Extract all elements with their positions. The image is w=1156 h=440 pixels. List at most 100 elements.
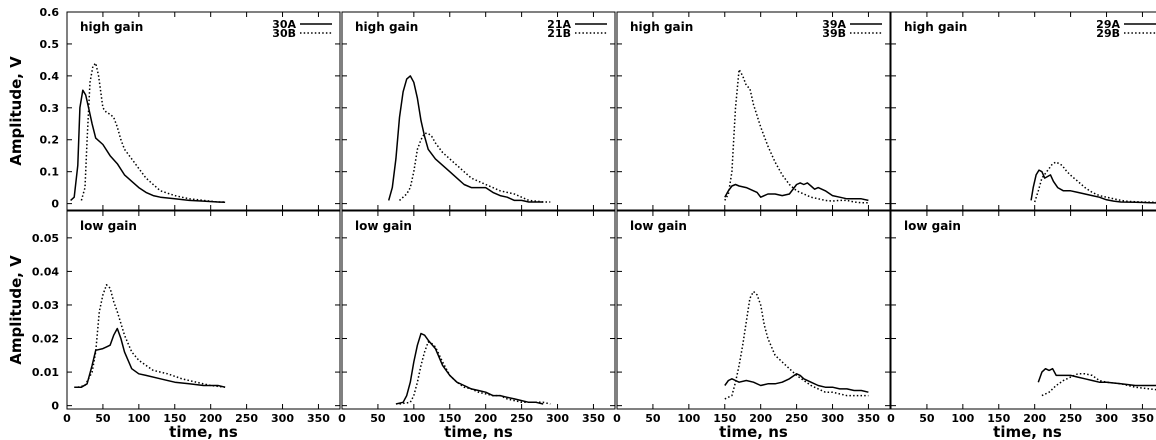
x-tick-label: 150 (163, 412, 186, 425)
panel-low-30A: low gain 0 50 100 150 200 250 300 350 time, ns (63, 210, 341, 440)
series-line-21B (399, 132, 551, 203)
series-line-39B (724, 290, 869, 400)
series-line-21A (395, 332, 544, 405)
x-tick-label: 100 (677, 412, 700, 425)
y-axis-title-high: Amplitude, V (7, 56, 25, 166)
x-axis-title: time, ns (169, 423, 238, 440)
x-axis-title: time, ns (719, 423, 788, 440)
panel-label: high gain (80, 20, 143, 34)
legend-label-39A: 39A (822, 18, 846, 31)
x-tick-label: 0 (63, 412, 71, 425)
x-tick-label: 200 (199, 412, 222, 425)
x-tick-label: 250 (1059, 412, 1082, 425)
x-tick-label: 250 (235, 412, 258, 425)
x-tick-label: 300 (1095, 412, 1118, 425)
legend-label-21A: 21A (547, 18, 571, 31)
series-line-39A (724, 373, 869, 393)
x-tick-label: 150 (713, 412, 736, 425)
series-line-21A (387, 75, 544, 203)
legend-label-39B: 39B (822, 27, 846, 40)
legend-label-30A: 30A (272, 18, 296, 31)
panel-frame (890, 210, 1156, 410)
panel-frame (341, 11, 616, 211)
series-line-39B (724, 68, 869, 204)
x-tick-label: 50 (645, 412, 661, 425)
series-line-30A (74, 327, 226, 388)
y-tick-label: 0.01 (32, 366, 59, 379)
x-tick-label: 300 (546, 412, 569, 425)
y-tick-label: 0.6 (40, 6, 60, 19)
x-tick-label: 0 (887, 412, 895, 425)
y-tick-label: 0.02 (32, 333, 59, 346)
x-tick-label: 50 (919, 412, 935, 425)
x-tick-label: 0 (613, 412, 621, 425)
x-tick-label: 50 (95, 412, 111, 425)
x-tick-label: 100 (951, 412, 974, 425)
y-tick-label: 0.05 (32, 232, 59, 245)
series-line-30A (70, 89, 226, 204)
panel-frame (341, 210, 616, 410)
x-tick-label: 300 (821, 412, 844, 425)
x-tick-label: 350 (307, 412, 330, 425)
series-line-30B (77, 284, 226, 388)
y-tick-label: 0.5 (40, 38, 60, 51)
y-tick-label: 0.2 (40, 134, 60, 147)
x-tick-label: 350 (1131, 412, 1154, 425)
series-line-29B (1041, 373, 1156, 397)
x-tick-label: 200 (474, 412, 497, 425)
legend-label-30B: 30B (272, 27, 296, 40)
x-tick-label: 350 (857, 412, 880, 425)
x-tick-label: 150 (438, 412, 461, 425)
x-tick-label: 250 (785, 412, 808, 425)
panel-label: low gain (80, 219, 137, 233)
series-line-30B (80, 62, 226, 203)
series-line-39A (724, 182, 869, 202)
series-line-21B (399, 341, 551, 405)
x-axis-title: time, ns (444, 423, 513, 440)
legend-label-29A: 29A (1096, 18, 1120, 31)
y-tick-label: 0.03 (32, 299, 59, 312)
y-axis-title-low: Amplitude, V (7, 255, 25, 365)
panel-label: high gain (904, 20, 967, 34)
panel-label: high gain (355, 20, 418, 34)
x-tick-label: 200 (749, 412, 772, 425)
y-tick-label: 0.3 (40, 102, 60, 115)
legend-label-21B: 21B (547, 27, 571, 40)
chart-root: Amplitude, V 0 0.1 0.2 0.3 0.4 0.5 0.6 high gain… (7, 6, 1156, 440)
panel-label: low gain (355, 219, 412, 233)
x-tick-label: 100 (127, 412, 150, 425)
panel-frame (66, 210, 341, 410)
panel-frame (890, 11, 1156, 211)
series-line-29A (1037, 367, 1156, 387)
panel-label: high gain (630, 20, 693, 34)
panel-label: low gain (630, 219, 687, 233)
series-line-29A (1030, 169, 1156, 204)
x-tick-label: 50 (370, 412, 386, 425)
x-tick-label: 0 (338, 412, 346, 425)
x-tick-label: 100 (402, 412, 425, 425)
panel-label: low gain (904, 219, 961, 233)
panel-low-39A: low gain 0 50 100 150 200 250 300 350 time, ns (613, 210, 891, 440)
panel-low-21A: low gain 0 50 100 150 200 250 300 350 time, ns (338, 210, 616, 440)
x-tick-label: 300 (271, 412, 294, 425)
x-tick-label: 250 (510, 412, 533, 425)
x-tick-label: 150 (987, 412, 1010, 425)
panel-frame (66, 11, 341, 211)
y-tick-label: 0 (51, 198, 59, 211)
panel-frame (616, 210, 891, 410)
y-tick-label: 0.1 (40, 166, 60, 179)
y-tick-label: 0.04 (32, 265, 59, 278)
x-tick-label: 350 (582, 412, 605, 425)
y-tick-label: 0 (51, 400, 59, 413)
x-axis-title: time, ns (993, 423, 1062, 440)
y-tick-label: 0.4 (40, 70, 60, 83)
panel-low-29A: low gain 0 50 100 150 200 250 300 350 time, ns (887, 210, 1156, 440)
legend-label-29B: 29B (1096, 27, 1120, 40)
panel-frame (616, 11, 891, 211)
x-tick-label: 200 (1023, 412, 1046, 425)
